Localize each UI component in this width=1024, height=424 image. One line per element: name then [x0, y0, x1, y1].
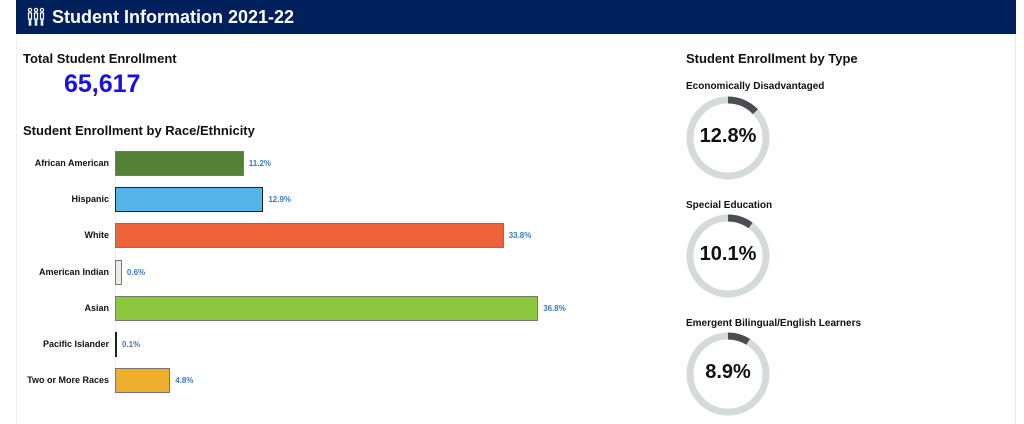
bar-value-label: 4.8%: [175, 376, 194, 386]
bar-white: [115, 223, 504, 249]
donut-special-education: [686, 214, 770, 298]
people-group-icon: [26, 7, 46, 27]
total-enrollment-label: Total Student Enrollment: [23, 51, 177, 66]
bar-american-indian: [115, 259, 122, 285]
bar-value-label: 0.6%: [126, 267, 146, 277]
bar-value-label: 11.2%: [248, 159, 272, 168]
bar-value-label: 12.9%: [268, 195, 292, 205]
donut-fill: [686, 96, 770, 180]
bar-value-label: 0.1%: [122, 340, 141, 349]
category-label: American Indian: [38, 266, 109, 277]
donut-fill: [686, 214, 770, 298]
bar-hispanic: [115, 187, 264, 213]
section-header: Student Information 2021-22: [16, 0, 1016, 34]
donut-label-economically-disadvantaged: Economically Disadvantaged: [686, 81, 825, 92]
category-label: Pacific Islander: [42, 339, 109, 349]
total-enrollment-value: 65,617: [64, 70, 141, 98]
race-chart-title: Student Enrollment by Race/Ethnicity: [23, 123, 255, 138]
donut-label-english-learners: Emergent Bilingual/English Learners: [686, 318, 862, 329]
bar-asian: [115, 295, 539, 321]
bar-pacific-islander: [115, 332, 117, 357]
section-title: Student Information 2021-22: [52, 6, 295, 27]
donut-label-special-education: Special Education: [686, 200, 773, 211]
category-label: White: [84, 230, 110, 241]
donut-economically-disadvantaged: [686, 96, 770, 180]
donut-fill: [686, 332, 770, 416]
donut-value-english-learners: 8.9%: [705, 361, 751, 383]
enrollment-type-title: Student Enrollment by Type: [686, 51, 858, 66]
donut-english-learners: [686, 332, 770, 416]
donut-value-special-education: 10.1%: [699, 243, 757, 265]
bar-value-label: 33.8%: [508, 231, 532, 241]
bar-value-label: 36.8%: [543, 303, 566, 313]
category-label: Hispanic: [71, 194, 109, 205]
bar-african-american: [115, 151, 244, 176]
bar-two-or-more-races: [115, 368, 171, 394]
category-label: African American: [34, 158, 109, 168]
category-label: Two or More Races: [27, 375, 109, 386]
donut-value-economically-disadvantaged: 12.8%: [699, 125, 757, 147]
category-label: Asian: [84, 302, 109, 313]
